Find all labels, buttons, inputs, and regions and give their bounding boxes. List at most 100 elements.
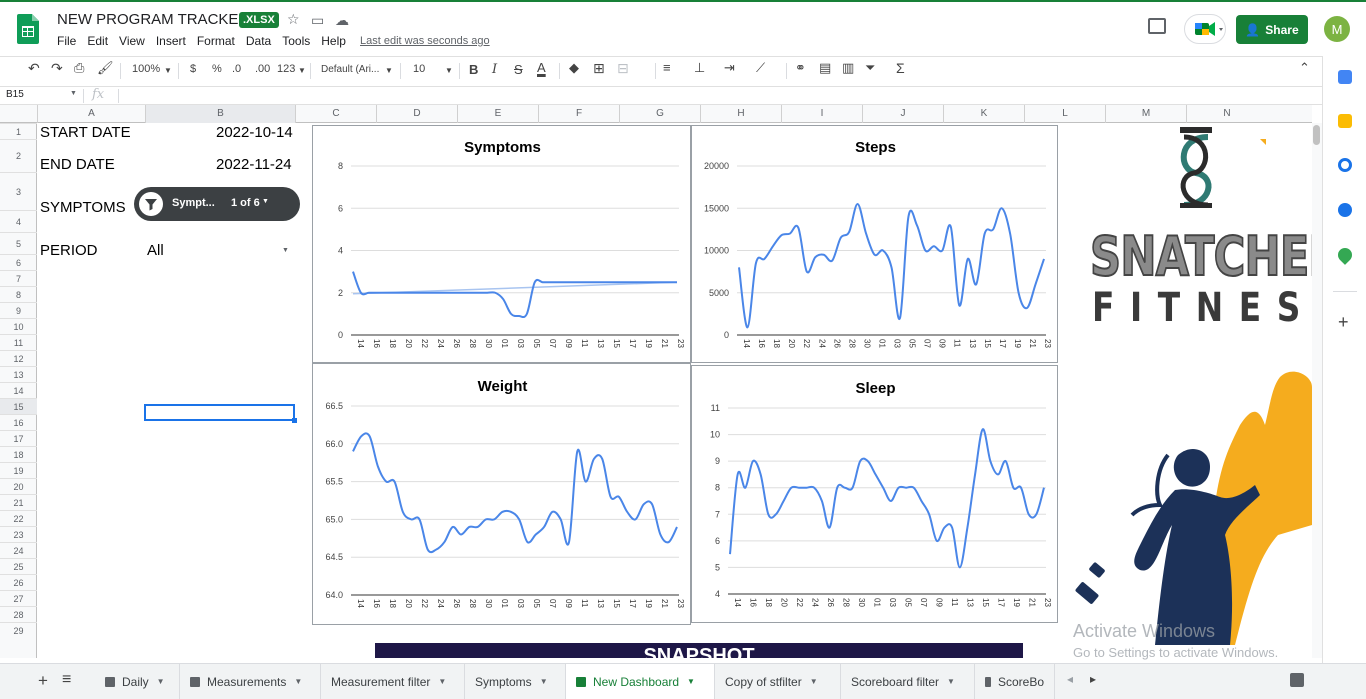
menu-tools[interactable]: Tools: [282, 34, 311, 48]
borders-icon[interactable]: ⊞: [593, 60, 605, 76]
account-avatar[interactable]: M: [1324, 16, 1350, 42]
menu-view[interactable]: View: [119, 34, 145, 48]
column-header-j[interactable]: J: [862, 105, 943, 123]
tab-measurements[interactable]: Measurements ▼: [180, 664, 321, 699]
chart-symptoms[interactable]: Symptoms 0 2 4 6 8 14 16 18 20 22 24 26 28 30 01 03 05 07 0…: [312, 125, 691, 363]
formula-input[interactable]: [125, 87, 1315, 104]
merge-cells-icon[interactable]: ⊟: [617, 60, 629, 76]
row-header[interactable]: 10: [0, 318, 37, 334]
row-header[interactable]: 18: [0, 446, 37, 462]
fill-color-icon[interactable]: ◆: [569, 60, 579, 75]
row-header[interactable]: 9: [0, 302, 37, 318]
scroll-tabs-left-icon[interactable]: ◂: [1067, 672, 1074, 686]
chevron-down-icon[interactable]: ▼: [282, 247, 289, 254]
document-title[interactable]: NEW PROGRAM TRACKER: [57, 11, 250, 28]
symptoms-filter-chip[interactable]: Sympt... 1 of 6 ▼: [134, 187, 300, 221]
row-header[interactable]: 15: [0, 398, 37, 414]
row-header[interactable]: 23: [0, 526, 37, 542]
row-header[interactable]: 17: [0, 430, 37, 446]
name-box[interactable]: B15: [6, 89, 24, 100]
insert-chart-icon[interactable]: ▥: [842, 60, 855, 75]
row-header[interactable]: 26: [0, 574, 37, 590]
menu-format[interactable]: Format: [196, 34, 235, 48]
row-header[interactable]: 13: [0, 366, 37, 382]
tab-measurement-filter[interactable]: Measurement filter ▼: [321, 664, 465, 699]
add-sheet-icon[interactable]: +: [38, 671, 48, 690]
functions-icon[interactable]: Σ: [896, 60, 905, 76]
row-header[interactable]: 29: [0, 622, 37, 638]
column-header-a[interactable]: A: [37, 105, 145, 123]
row-header[interactable]: 4: [0, 210, 37, 232]
chart-weight[interactable]: Weight 64.0 64.5 65.0 65.5 66.0 66.5 14 16 18 20 22…: [312, 363, 691, 625]
tasks-icon[interactable]: [1338, 158, 1352, 172]
tab-scoreboard-filter[interactable]: Scoreboard filter ▼: [841, 664, 975, 699]
menu-file[interactable]: File: [57, 34, 77, 48]
strikethrough-icon[interactable]: S: [514, 62, 523, 77]
row-header[interactable]: 20: [0, 478, 37, 494]
start-date-value[interactable]: 2022-10-14: [216, 124, 293, 141]
horizontal-align-icon[interactable]: ≡: [663, 60, 671, 75]
row-header[interactable]: 28: [0, 606, 37, 622]
row-header[interactable]: 27: [0, 590, 37, 606]
column-header-m[interactable]: M: [1105, 105, 1186, 123]
column-header-c[interactable]: C: [295, 105, 376, 123]
row-header[interactable]: 2: [0, 139, 37, 172]
undo-icon[interactable]: ↶: [28, 60, 40, 76]
vertical-align-icon[interactable]: ⊥: [694, 60, 706, 75]
period-dropdown[interactable]: All: [147, 242, 164, 259]
redo-icon[interactable]: ↷: [51, 60, 63, 76]
vertical-scrollbar[interactable]: [1312, 123, 1322, 658]
text-rotation-icon[interactable]: ⟋: [756, 60, 766, 75]
print-icon[interactable]: ⎙: [74, 60, 85, 75]
sheets-logo-icon[interactable]: [17, 14, 39, 44]
column-header-e[interactable]: E: [457, 105, 538, 123]
increase-decimal-button[interactable]: .00: [255, 63, 271, 75]
column-header-n[interactable]: N: [1186, 105, 1267, 123]
add-on-plus-icon[interactable]: +: [1338, 312, 1349, 332]
italic-icon[interactable]: I: [492, 62, 498, 77]
scrollbar-thumb[interactable]: [1313, 125, 1320, 145]
insert-link-icon[interactable]: ⚭: [795, 60, 806, 75]
keep-icon[interactable]: [1338, 114, 1352, 128]
row-header[interactable]: 5: [0, 232, 37, 254]
tab-daily[interactable]: Daily ▼: [95, 664, 180, 699]
share-button[interactable]: 👤 Share: [1236, 15, 1308, 44]
scroll-tabs-right-icon[interactable]: ▸: [1090, 672, 1097, 686]
row-header[interactable]: 22: [0, 510, 37, 526]
row-header[interactable]: 11: [0, 334, 37, 350]
filter-icon[interactable]: ⏷: [865, 60, 876, 75]
row-header[interactable]: 7: [0, 270, 37, 286]
font-size-select[interactable]: 10: [413, 63, 426, 75]
row-header[interactable]: 8: [0, 286, 37, 302]
collapse-toolbar-icon[interactable]: ⌃: [1299, 60, 1310, 75]
tab-symptoms[interactable]: Symptoms ▼: [465, 664, 566, 699]
end-date-value[interactable]: 2022-11-24: [216, 156, 292, 173]
chart-steps[interactable]: Steps 0 5000 10000 15000 20000 14 16 18 20 22 24 26 2…: [691, 125, 1058, 363]
calendar-icon[interactable]: [1338, 70, 1352, 84]
menu-data[interactable]: Data: [245, 34, 272, 48]
comment-history-icon[interactable]: [1148, 18, 1166, 34]
column-header-b[interactable]: B: [145, 105, 295, 123]
column-header-f[interactable]: F: [538, 105, 619, 123]
last-edit-link[interactable]: Last edit was seconds ago: [360, 35, 490, 47]
row-header[interactable]: 16: [0, 414, 37, 430]
row-header[interactable]: 6: [0, 254, 37, 270]
insert-comment-icon[interactable]: ▤: [819, 60, 832, 75]
row-header[interactable]: 21: [0, 494, 37, 510]
row-header[interactable]: 1: [0, 123, 37, 139]
tab-new-dashboard[interactable]: New Dashboard ▼: [566, 664, 715, 699]
tab-scoreboard[interactable]: ScoreBo: [975, 664, 1055, 699]
chart-sleep[interactable]: Sleep 4 5 6 7 8 9 10 11 14 16 18 20 22 24 26 28 30 01 03 05 0…: [691, 365, 1058, 623]
zoom-select[interactable]: 100%: [132, 63, 161, 75]
row-header[interactable]: 14: [0, 382, 37, 398]
decrease-decimal-button[interactable]: .0: [232, 63, 242, 75]
percent-format-button[interactable]: %: [212, 63, 222, 75]
star-icon[interactable]: ☆: [287, 11, 300, 27]
cloud-status-icon[interactable]: ☁: [335, 12, 349, 28]
explore-icon[interactable]: [1290, 673, 1304, 687]
column-header-k[interactable]: K: [943, 105, 1024, 123]
row-header[interactable]: 25: [0, 558, 37, 574]
move-folder-icon[interactable]: ▭: [311, 12, 325, 28]
meet-button[interactable]: [1184, 14, 1226, 44]
menu-edit[interactable]: Edit: [87, 34, 109, 48]
